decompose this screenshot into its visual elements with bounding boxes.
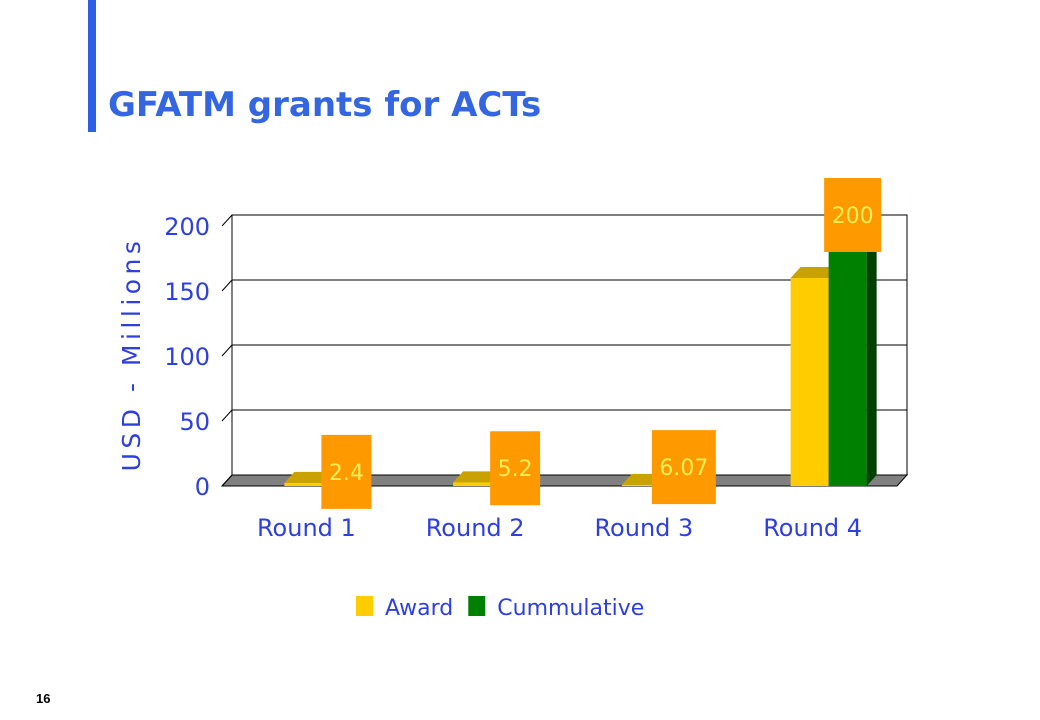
bar-award-round-4: [790, 278, 829, 486]
bar-award-round-2-top-face: [453, 471, 502, 483]
data-label-value: 6.07: [659, 456, 708, 481]
y-tick-label: 50: [179, 408, 210, 436]
page-number: 16: [36, 691, 50, 706]
x-axis-category-labels: Round 1 Round 2 Round 3 Round 4: [257, 514, 862, 542]
data-labels: 2.4 5.2 6.07 200: [321, 178, 882, 509]
data-label: 5.2: [490, 431, 541, 506]
data-label: 6.07: [651, 430, 716, 505]
title-accent-bar: [88, 0, 96, 132]
data-label-value: 200: [832, 204, 874, 229]
bar-cummulative-round-4: [828, 226, 867, 486]
bar-award-round-3: [621, 484, 660, 486]
data-label-value: 5.2: [498, 457, 533, 482]
data-label: 200: [824, 178, 882, 252]
y-tick-mark: [221, 279, 233, 292]
y-tick-label: 0: [195, 473, 210, 501]
data-label-box: [824, 178, 882, 252]
x-category-label: Round 3: [594, 514, 693, 542]
data-label-box: [490, 431, 541, 506]
bar-award-round-4-top-face: [790, 267, 839, 278]
y-tick-label: 200: [164, 213, 210, 241]
legend: Award Cummulative: [356, 596, 644, 621]
y-tick-mark: [221, 344, 233, 357]
data-label-box: [651, 430, 716, 505]
y-tick-mark: [221, 409, 233, 422]
bar-award-round-2: [453, 482, 492, 486]
bar-cummulative-round-4-group: [828, 215, 877, 486]
y-axis: 0 50 100 150 200: [164, 213, 233, 501]
bar-award-round-1: [284, 482, 323, 486]
legend-label-cummulative: Cummulative: [497, 596, 644, 621]
x-category-label: Round 1: [257, 514, 356, 542]
bar-cummulative-round-4-side-face: [866, 215, 877, 486]
bar-award-round-1-top-face: [284, 471, 333, 483]
legend-item-cummulative: Cummulative: [468, 596, 644, 621]
legend-item-award: Award: [356, 596, 453, 621]
y-tick-label: 100: [164, 343, 210, 371]
y-tick-label: 150: [164, 278, 210, 306]
y-tick-mark: [221, 214, 233, 227]
x-category-label: Round 2: [426, 514, 525, 542]
legend-swatch-award: [356, 596, 373, 616]
data-label-box: [321, 434, 372, 509]
slide-title: GFATM grants for ACTs: [108, 85, 541, 125]
data-label-value: 2.4: [329, 461, 364, 486]
y-axis-label: USD - Millions: [117, 237, 146, 472]
x-category-label: Round 4: [763, 514, 862, 542]
data-label: 2.4: [321, 434, 372, 509]
legend-swatch-cummulative: [468, 596, 486, 616]
y-tick-mark: [221, 474, 233, 487]
legend-label-award: Award: [385, 596, 453, 621]
